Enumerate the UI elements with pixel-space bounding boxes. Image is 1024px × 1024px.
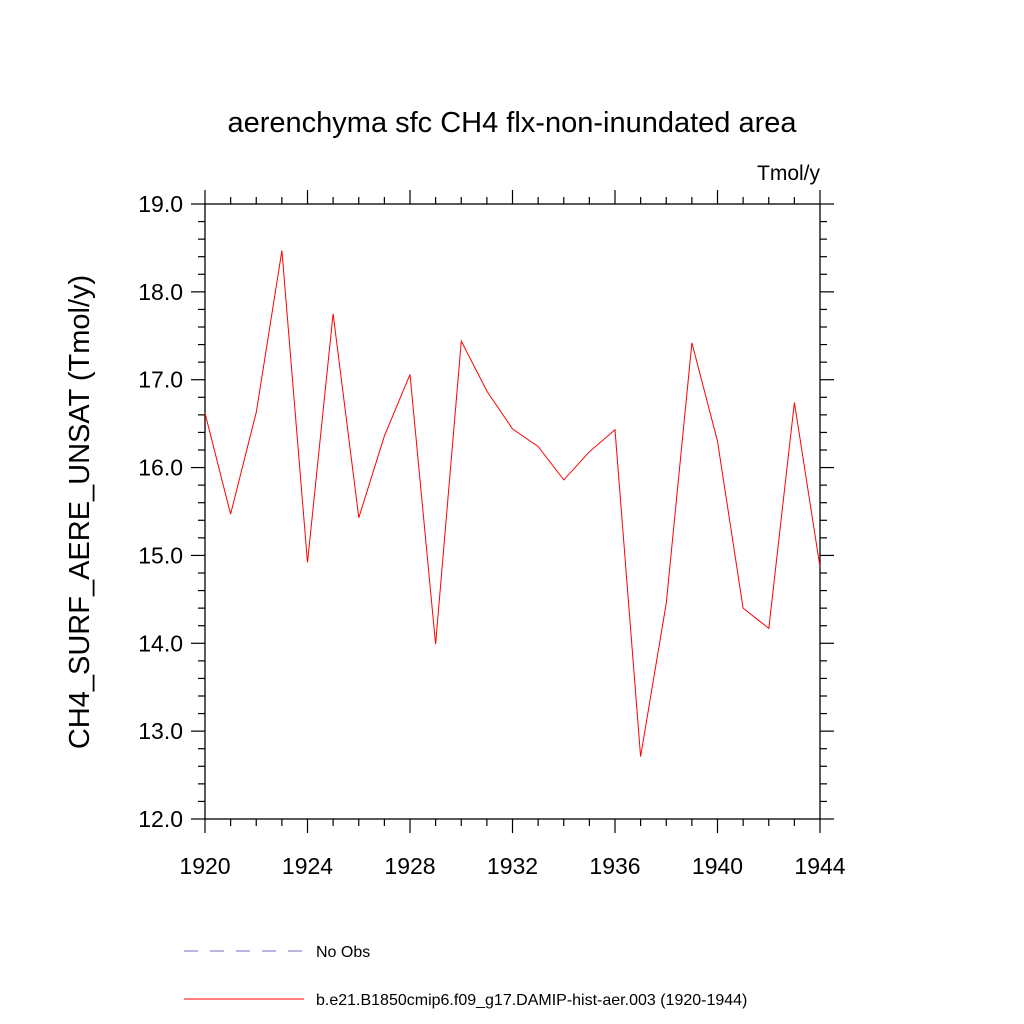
y-tick-label: 12.0 — [138, 806, 183, 832]
chart-title: aerenchyma sfc CH4 flx-non-inundated are… — [227, 107, 797, 139]
x-tick-label: 1932 — [487, 853, 538, 879]
y-tick-label: 14.0 — [138, 630, 183, 656]
plot-frame — [204, 203, 821, 820]
legend-label: No Obs — [316, 944, 370, 961]
axis-ticks: 1920 1924 1928 1932 1936 1940 1944 12.0 13.0 14.0… — [138, 190, 846, 879]
x-tick-label: 1936 — [589, 853, 640, 879]
y-tick-label: 16.0 — [138, 455, 183, 481]
x-tick-label: 1928 — [384, 853, 435, 879]
y-tick-label: 13.0 — [138, 718, 183, 744]
series-line — [204, 250, 821, 757]
x-tick-label: 1920 — [179, 853, 230, 879]
x-tick-label: 1940 — [692, 853, 743, 879]
legend-label: b.e21.B1850cmip6.f09_g17.DAMIP-hist-aer.… — [316, 992, 747, 1009]
y-axis-label: CH4_SURF_AERE_UNSAT (Tmol/y) — [64, 275, 96, 749]
y-tick-label: 15.0 — [138, 542, 183, 568]
series-layer — [204, 250, 821, 757]
x-tick-label: 1924 — [282, 853, 333, 879]
x-tick-label: 1944 — [794, 853, 845, 879]
legend: No Obs b.e21.B1850cmip6.f09_g17.DAMIP-his… — [184, 944, 747, 1009]
y-tick-label: 19.0 — [138, 191, 183, 217]
units-label: Tmol/y — [757, 162, 821, 185]
y-tick-label: 18.0 — [138, 279, 183, 305]
y-tick-label: 17.0 — [138, 367, 183, 393]
